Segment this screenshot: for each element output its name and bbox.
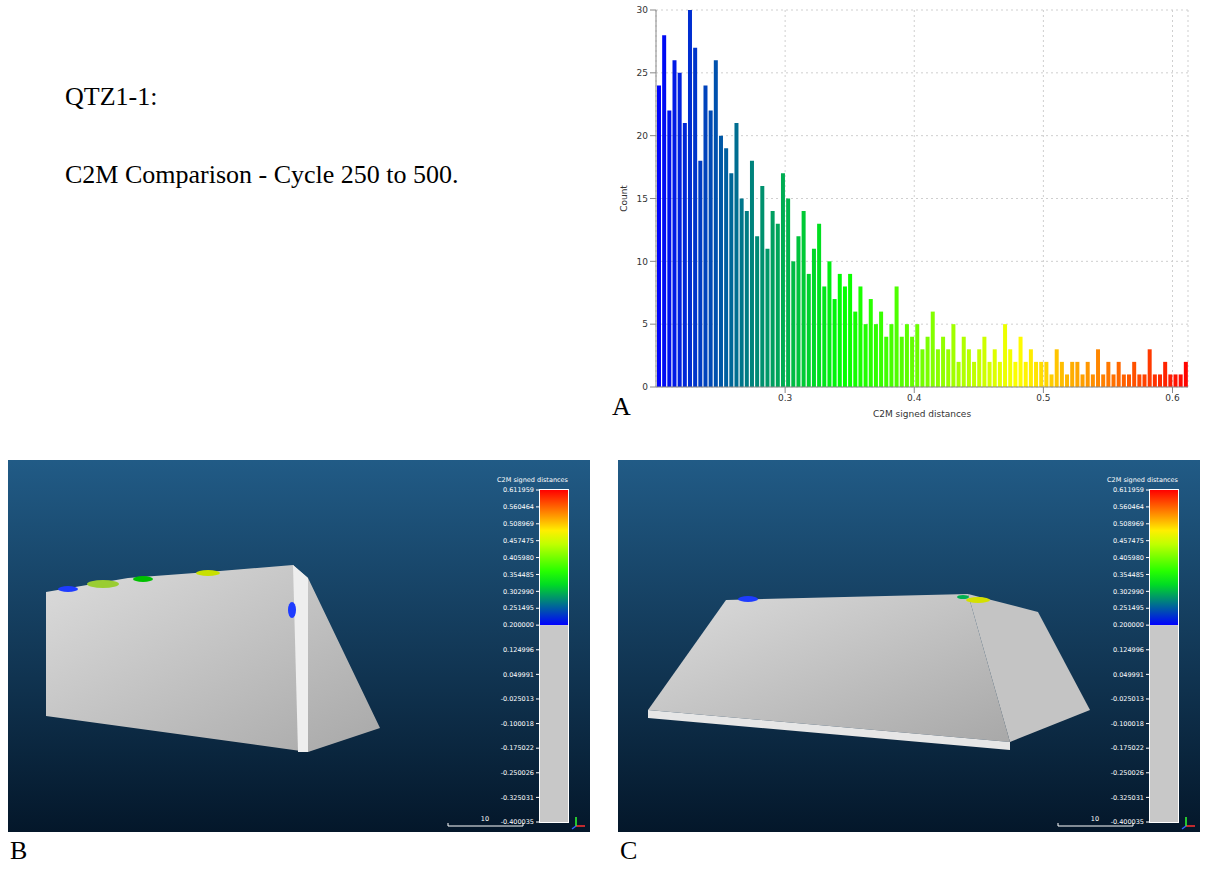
svg-text:0.354485: 0.354485 xyxy=(503,571,534,579)
svg-text:C2M signed distances: C2M signed distances xyxy=(873,409,971,419)
html-text:C: C xyxy=(620,836,638,865)
svg-text:0.049991: 0.049991 xyxy=(1113,671,1144,679)
svg-text:0.560464: 0.560464 xyxy=(1113,503,1144,511)
svg-text:0.302990: 0.302990 xyxy=(503,588,534,596)
svg-text:-0.250026: -0.250026 xyxy=(1111,769,1144,777)
svg-text:0.405980: 0.405980 xyxy=(1113,554,1144,562)
svg-text:0.457475: 0.457475 xyxy=(503,537,534,545)
svg-text:0.611959: 0.611959 xyxy=(1113,486,1144,494)
svg-text:10: 10 xyxy=(637,257,649,267)
svg-text:0: 0 xyxy=(642,382,648,392)
svg-text:0.405980: 0.405980 xyxy=(503,554,534,562)
svg-text:-0.025013: -0.025013 xyxy=(1111,695,1144,703)
svg-text:-0.400035: -0.400035 xyxy=(1111,818,1144,826)
svg-text:0.200000: 0.200000 xyxy=(503,621,534,629)
svg-text:0.124996: 0.124996 xyxy=(503,646,534,654)
svg-text:-0.325031: -0.325031 xyxy=(1111,794,1144,802)
html-text:B: B xyxy=(10,836,28,865)
html-text:QTZ1-1:: QTZ1-1: xyxy=(65,82,158,111)
svg-text:0.560464: 0.560464 xyxy=(503,503,534,511)
svg-text:0.4: 0.4 xyxy=(907,393,922,403)
svg-text:0.508969: 0.508969 xyxy=(503,520,534,528)
svg-text:0.251495: 0.251495 xyxy=(503,604,534,612)
html-text:C2M Comparison - Cycle 250 to: C2M Comparison - Cycle 250 to 500. xyxy=(65,160,459,189)
svg-text:0.302990: 0.302990 xyxy=(1113,588,1144,596)
svg-text:-0.100018: -0.100018 xyxy=(501,720,534,728)
svg-text:10: 10 xyxy=(1091,815,1099,823)
svg-text:-0.250026: -0.250026 xyxy=(501,769,534,777)
svg-text:0.049991: 0.049991 xyxy=(503,671,534,679)
svg-text:30: 30 xyxy=(637,5,649,15)
svg-text:0.3: 0.3 xyxy=(778,393,792,403)
svg-text:C2M signed distances: C2M signed distances xyxy=(497,476,569,484)
svg-text:0.354485: 0.354485 xyxy=(1113,571,1144,579)
svg-text:20: 20 xyxy=(637,131,649,141)
svg-text:C2M signed distances: C2M signed distances xyxy=(1107,476,1179,484)
svg-text:-0.325031: -0.325031 xyxy=(501,794,534,802)
svg-text:-0.175022: -0.175022 xyxy=(1111,744,1144,752)
svg-text:-0.400035: -0.400035 xyxy=(501,818,534,826)
html-text:A: A xyxy=(612,392,631,421)
svg-text:0.5: 0.5 xyxy=(1036,393,1050,403)
svg-text:-0.100018: -0.100018 xyxy=(1111,720,1144,728)
svg-text:0.508969: 0.508969 xyxy=(1113,520,1144,528)
svg-text:10: 10 xyxy=(481,815,489,823)
svg-text:25: 25 xyxy=(637,68,648,78)
svg-text:Count: Count xyxy=(619,185,629,212)
svg-text:0.611959: 0.611959 xyxy=(503,486,534,494)
svg-text:-0.175022: -0.175022 xyxy=(501,744,534,752)
svg-text:0.124996: 0.124996 xyxy=(1113,646,1144,654)
svg-text:0.200000: 0.200000 xyxy=(1113,621,1144,629)
svg-text:5: 5 xyxy=(642,319,648,329)
svg-text:15: 15 xyxy=(637,194,648,204)
svg-text:0.6: 0.6 xyxy=(1165,393,1180,403)
svg-text:0.251495: 0.251495 xyxy=(1113,604,1144,612)
svg-text:0.457475: 0.457475 xyxy=(1113,537,1144,545)
svg-text:-0.025013: -0.025013 xyxy=(501,695,534,703)
